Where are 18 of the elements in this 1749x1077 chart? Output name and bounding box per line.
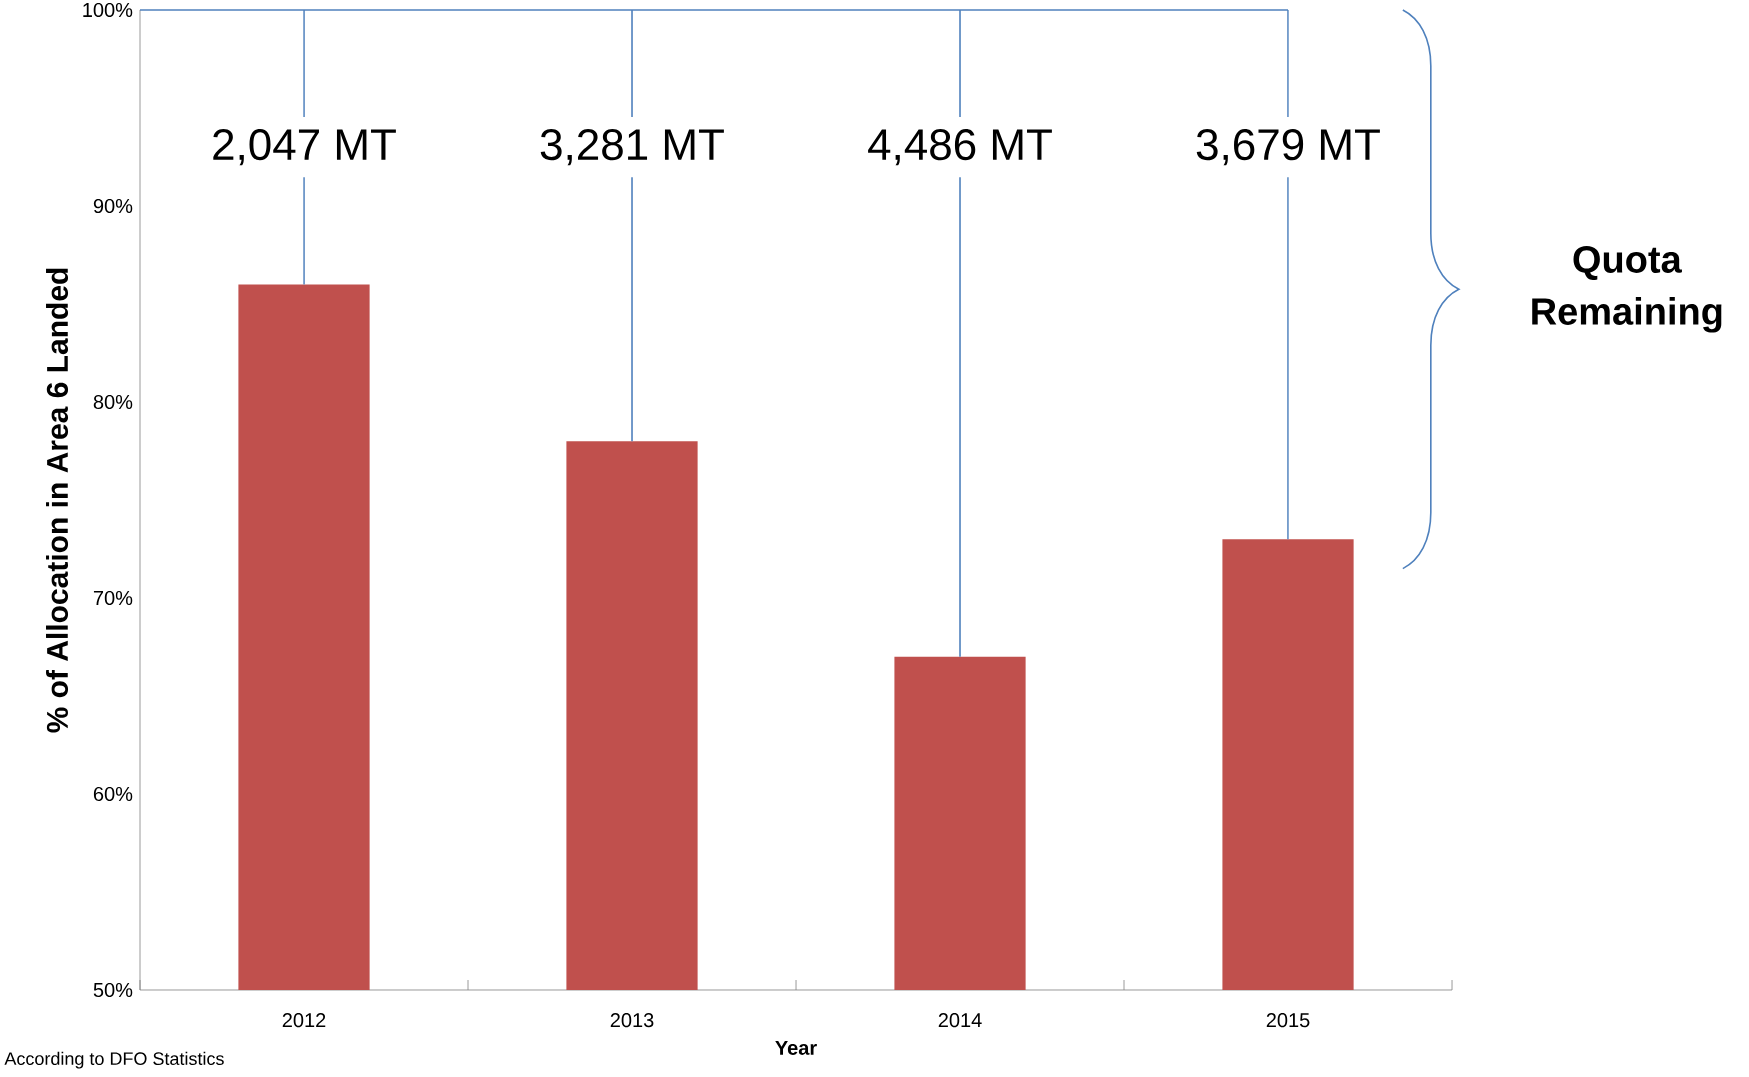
- y-tick-label: 70%: [93, 590, 133, 606]
- y-tick-label: 90%: [93, 198, 133, 214]
- annotation: 3,679 MT: [1196, 129, 1380, 166]
- annotation: 2,047 MT: [213, 129, 396, 166]
- y-tick-label: 100%: [83, 2, 133, 18]
- x-tick-label: 2012: [282, 1013, 326, 1028]
- x-tick-label: 2015: [1266, 1013, 1310, 1028]
- annotation: 3,281 MT: [540, 129, 724, 166]
- text: Quota Remaining: [1532, 246, 1722, 333]
- y-tick-label: 60%: [93, 786, 133, 802]
- y-axis-title: % of Allocation in Area 6 Landed: [46, 268, 69, 733]
- annotation: 4,486 MT: [868, 129, 1052, 166]
- x-tick-label: 2013: [610, 1013, 654, 1028]
- x-axis-title: Year: [775, 1040, 817, 1055]
- text: According to DFO Statistics: [4, 1051, 224, 1069]
- y-tick-label: 80%: [93, 394, 133, 410]
- x-tick-label: 2014: [938, 1013, 982, 1028]
- y-tick-label: 50%: [93, 982, 133, 998]
